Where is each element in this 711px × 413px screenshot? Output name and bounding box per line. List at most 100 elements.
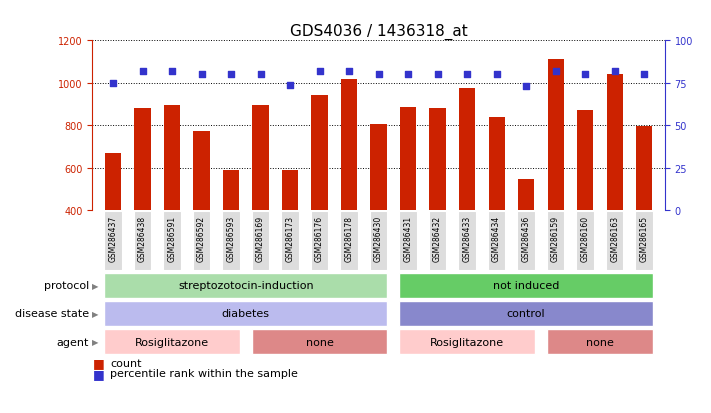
Text: GSM286176: GSM286176 bbox=[315, 216, 324, 261]
Text: not induced: not induced bbox=[493, 280, 560, 291]
Point bbox=[402, 72, 414, 78]
Point bbox=[491, 72, 502, 78]
Text: GSM286431: GSM286431 bbox=[404, 216, 412, 261]
Text: GSM286434: GSM286434 bbox=[492, 216, 501, 261]
Text: GSM286592: GSM286592 bbox=[197, 216, 206, 261]
Text: GSM286437: GSM286437 bbox=[109, 216, 117, 261]
Point bbox=[343, 69, 355, 75]
Point bbox=[432, 72, 443, 78]
Text: protocol: protocol bbox=[43, 280, 89, 291]
Bar bbox=[252, 106, 269, 295]
FancyBboxPatch shape bbox=[134, 212, 151, 271]
Bar bbox=[400, 108, 416, 295]
Text: GSM286178: GSM286178 bbox=[345, 216, 353, 261]
Point bbox=[225, 72, 237, 78]
Bar bbox=[223, 171, 239, 295]
Text: GSM286430: GSM286430 bbox=[374, 216, 383, 261]
Point bbox=[196, 72, 208, 78]
Text: GSM286160: GSM286160 bbox=[581, 216, 589, 261]
FancyBboxPatch shape bbox=[400, 273, 653, 298]
Text: ▶: ▶ bbox=[92, 309, 99, 318]
FancyBboxPatch shape bbox=[400, 329, 535, 354]
Title: GDS4036 / 1436318_at: GDS4036 / 1436318_at bbox=[290, 24, 468, 40]
Text: ▶: ▶ bbox=[92, 281, 99, 290]
Bar bbox=[164, 106, 180, 295]
FancyBboxPatch shape bbox=[547, 212, 565, 271]
Point bbox=[314, 69, 326, 75]
FancyBboxPatch shape bbox=[488, 212, 506, 271]
Text: count: count bbox=[110, 358, 141, 368]
FancyBboxPatch shape bbox=[223, 212, 240, 271]
Point bbox=[373, 72, 385, 78]
Point bbox=[550, 69, 561, 75]
FancyBboxPatch shape bbox=[193, 212, 210, 271]
Text: GSM286173: GSM286173 bbox=[286, 216, 294, 261]
Point bbox=[166, 69, 178, 75]
Bar bbox=[636, 127, 652, 295]
Bar bbox=[105, 154, 121, 295]
FancyBboxPatch shape bbox=[400, 212, 417, 271]
Bar bbox=[370, 124, 387, 295]
FancyBboxPatch shape bbox=[252, 212, 269, 271]
FancyBboxPatch shape bbox=[105, 212, 122, 271]
FancyBboxPatch shape bbox=[518, 212, 535, 271]
Bar bbox=[341, 79, 357, 295]
Point bbox=[284, 82, 296, 89]
Bar bbox=[282, 171, 298, 295]
Bar bbox=[547, 60, 564, 295]
Point bbox=[520, 84, 532, 90]
FancyBboxPatch shape bbox=[341, 212, 358, 271]
Text: disease state: disease state bbox=[15, 309, 89, 319]
FancyBboxPatch shape bbox=[105, 329, 240, 354]
Text: GSM286169: GSM286169 bbox=[256, 216, 265, 261]
Bar bbox=[459, 89, 475, 295]
FancyBboxPatch shape bbox=[606, 212, 624, 271]
Bar bbox=[429, 109, 446, 295]
Text: GSM286159: GSM286159 bbox=[551, 216, 560, 261]
Bar bbox=[606, 75, 623, 295]
Point bbox=[255, 72, 267, 78]
FancyBboxPatch shape bbox=[370, 212, 387, 271]
Point bbox=[107, 80, 119, 87]
Point bbox=[461, 72, 473, 78]
Text: Rosiglitazone: Rosiglitazone bbox=[135, 337, 209, 347]
Text: ■: ■ bbox=[92, 356, 105, 370]
Point bbox=[137, 69, 149, 75]
Text: GSM286163: GSM286163 bbox=[610, 216, 619, 261]
FancyBboxPatch shape bbox=[400, 301, 653, 326]
FancyBboxPatch shape bbox=[636, 212, 653, 271]
Text: none: none bbox=[586, 337, 614, 347]
Text: ▶: ▶ bbox=[92, 337, 99, 346]
Text: Rosiglitazone: Rosiglitazone bbox=[430, 337, 504, 347]
Text: none: none bbox=[306, 337, 333, 347]
Bar bbox=[311, 95, 328, 295]
Point bbox=[609, 69, 620, 75]
FancyBboxPatch shape bbox=[429, 212, 447, 271]
FancyBboxPatch shape bbox=[252, 329, 387, 354]
FancyBboxPatch shape bbox=[105, 301, 387, 326]
Text: ■: ■ bbox=[92, 367, 105, 380]
FancyBboxPatch shape bbox=[164, 212, 181, 271]
Text: GSM286591: GSM286591 bbox=[168, 216, 176, 261]
Text: agent: agent bbox=[56, 337, 89, 347]
Text: GSM286433: GSM286433 bbox=[463, 216, 471, 261]
Text: control: control bbox=[507, 309, 545, 319]
Text: GSM286593: GSM286593 bbox=[227, 216, 235, 261]
Bar bbox=[134, 109, 151, 295]
Text: GSM286436: GSM286436 bbox=[522, 216, 530, 261]
Bar bbox=[193, 131, 210, 295]
Text: streptozotocin-induction: streptozotocin-induction bbox=[178, 280, 314, 291]
FancyBboxPatch shape bbox=[311, 212, 328, 271]
Bar bbox=[577, 111, 593, 295]
FancyBboxPatch shape bbox=[459, 212, 476, 271]
Bar bbox=[518, 180, 534, 295]
Point bbox=[638, 72, 650, 78]
Bar bbox=[488, 117, 505, 295]
FancyBboxPatch shape bbox=[547, 329, 653, 354]
FancyBboxPatch shape bbox=[282, 212, 299, 271]
Point bbox=[579, 72, 591, 78]
Text: percentile rank within the sample: percentile rank within the sample bbox=[110, 368, 298, 378]
Text: GSM286432: GSM286432 bbox=[433, 216, 442, 261]
Text: GSM286438: GSM286438 bbox=[138, 216, 147, 261]
Text: diabetes: diabetes bbox=[222, 309, 270, 319]
